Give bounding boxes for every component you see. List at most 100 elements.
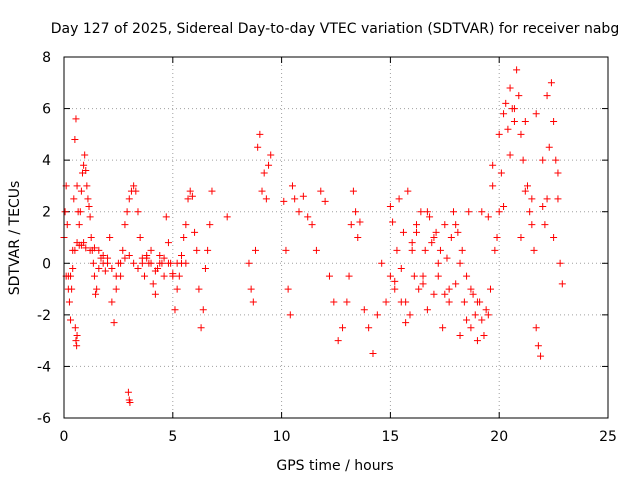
data-point <box>86 246 94 254</box>
data-point <box>343 298 351 306</box>
data-point <box>415 285 423 293</box>
data-point <box>450 208 458 216</box>
data-point <box>484 213 492 221</box>
data-point <box>539 156 547 164</box>
data-point <box>452 280 460 288</box>
data-point <box>550 117 558 125</box>
data-point <box>506 151 514 159</box>
data-point <box>478 208 486 216</box>
data-point <box>70 195 78 203</box>
data-point <box>171 306 179 314</box>
data-point <box>417 208 425 216</box>
data-point <box>126 399 134 407</box>
data-point <box>260 169 268 177</box>
data-point <box>71 246 79 254</box>
data-point <box>434 272 442 280</box>
data-point <box>186 187 194 195</box>
data-point <box>408 239 416 247</box>
data-point <box>532 110 540 118</box>
data-point <box>458 246 466 254</box>
data-point <box>201 264 209 272</box>
data-point <box>545 143 553 151</box>
data-point <box>169 270 177 278</box>
data-point <box>419 272 427 280</box>
data-point <box>195 285 203 293</box>
data-point <box>434 259 442 267</box>
data-point <box>473 298 481 306</box>
y-tick-label: 8 <box>42 50 51 66</box>
data-point <box>480 331 488 339</box>
data-point <box>369 350 377 358</box>
data-point <box>156 259 164 267</box>
data-point <box>382 298 390 306</box>
data-point <box>523 182 531 190</box>
data-point <box>81 151 89 159</box>
data-point <box>521 117 529 125</box>
data-point <box>365 324 373 332</box>
data-point <box>254 143 262 151</box>
data-point <box>460 298 468 306</box>
data-point <box>406 311 414 319</box>
data-point <box>93 285 101 293</box>
data-point <box>408 246 416 254</box>
data-point <box>82 244 90 252</box>
data-point <box>386 203 394 211</box>
data-point <box>90 272 98 280</box>
data-point <box>125 252 133 260</box>
y-axis-label: SDTVAR / TECUs <box>7 181 23 296</box>
data-point <box>147 259 155 267</box>
data-point <box>63 221 71 229</box>
data-point <box>452 221 460 229</box>
data-point <box>124 388 132 396</box>
data-point <box>308 221 316 229</box>
data-point <box>80 239 88 247</box>
data-point <box>547 79 555 87</box>
data-point <box>106 234 114 241</box>
data-point <box>121 254 129 262</box>
data-point <box>101 267 109 275</box>
data-point <box>389 218 397 226</box>
data-point <box>393 246 401 254</box>
data-point <box>262 195 270 203</box>
data-point <box>541 221 549 229</box>
data-point <box>95 264 103 272</box>
data-point <box>291 195 299 203</box>
data-point <box>138 254 146 262</box>
data-point <box>456 331 464 339</box>
data-point <box>204 246 212 254</box>
data-point <box>69 264 77 272</box>
data-point <box>61 208 69 216</box>
data-point <box>76 208 84 216</box>
data-point <box>85 203 93 211</box>
data-point <box>517 130 525 138</box>
data-point <box>443 254 451 262</box>
data-point <box>397 264 405 272</box>
data-point <box>517 234 525 241</box>
data-point <box>92 290 100 298</box>
data-point <box>386 272 394 280</box>
data-point <box>467 324 475 332</box>
data-point <box>421 246 429 254</box>
data-point <box>463 272 471 280</box>
data-point <box>554 195 562 203</box>
data-point <box>143 252 151 260</box>
data-point <box>83 182 91 190</box>
data-point <box>506 84 514 92</box>
data-point <box>354 234 362 241</box>
data-point <box>178 252 186 260</box>
x-axis-label: GPS time / hours <box>276 458 393 474</box>
data-point <box>164 239 172 247</box>
data-point <box>149 280 157 288</box>
data-point <box>478 316 486 324</box>
data-point <box>489 161 497 169</box>
data-point <box>334 337 342 345</box>
data-series-sdtvar <box>60 66 566 407</box>
grid-lines <box>64 57 608 418</box>
data-point <box>521 187 529 195</box>
data-point <box>71 324 79 332</box>
data-point <box>441 221 449 229</box>
data-point <box>180 234 188 241</box>
data-point <box>399 228 407 236</box>
data-point <box>80 161 88 169</box>
